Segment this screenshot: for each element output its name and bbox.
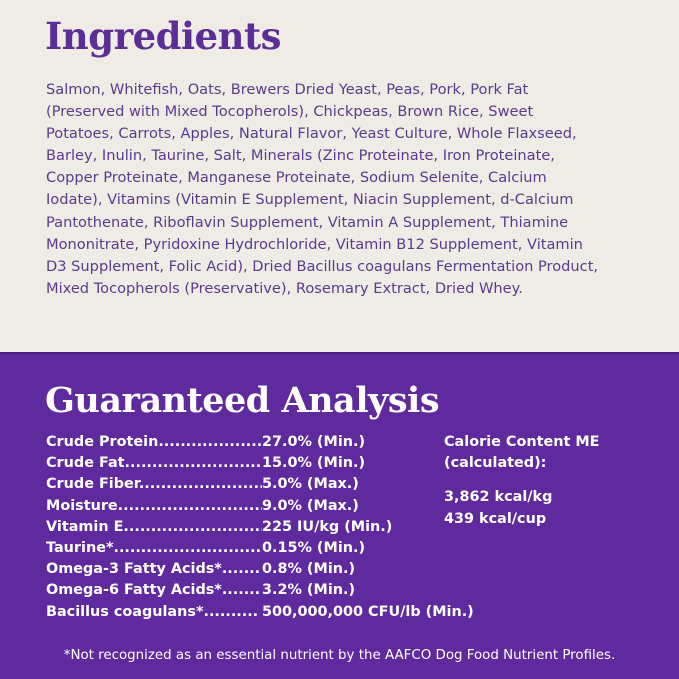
nutrient-value: 500,000,000 CFU/lb (Min.) bbox=[262, 603, 474, 620]
ingredients-line: Barley, Inulin, Taurine, Salt, Minerals … bbox=[46, 147, 555, 165]
analysis-row: Crude Fiber....................... 5.0% (… bbox=[46, 474, 474, 495]
analysis-row: Moisture.............................. 9.… bbox=[46, 496, 474, 517]
nutrient-value: 15.0% (Min.) bbox=[262, 455, 366, 472]
analysis-row: Crude Fat.......................... 15.0%… bbox=[46, 453, 474, 474]
ingredients-line: Salmon, Whitefish, Oats, Brewers Dried Y… bbox=[46, 81, 529, 98]
calorie-content: Calorie Content ME (calculated): 3,862 k… bbox=[444, 432, 600, 530]
nutrient-label: Taurine*............................... bbox=[46, 540, 262, 557]
nutrient-value: 0.8% (Min.) bbox=[262, 561, 356, 578]
ingredients-line: D3 Supplement, Folic Acid), Dried Bacill… bbox=[46, 257, 599, 275]
nutrient-label: Crude Protein................... bbox=[46, 434, 262, 450]
calorie-per-cup: 439 kcal/cup bbox=[444, 510, 547, 527]
nutrient-value: 0.15% (Min.) bbox=[262, 540, 366, 557]
analysis-title: Guaranteed Analysis bbox=[45, 380, 440, 421]
analysis-row: Omega-6 Fatty Acids*....... 3.2% (Min.) bbox=[46, 580, 474, 601]
calorie-label: Calorie Content ME bbox=[444, 434, 600, 450]
analysis-row: Omega-3 Fatty Acids*....... 0.8% (Min.) bbox=[46, 559, 474, 580]
analysis-row: Bacillus coagulans*.......... 500,000,000… bbox=[46, 602, 474, 623]
nutrient-label: Crude Fat.......................... bbox=[46, 455, 262, 472]
analysis-row: Crude Protein................... 27.0% (M… bbox=[46, 432, 474, 453]
ingredients-section: Ingredients Salmon, Whitefish, Oats, Bre… bbox=[0, 0, 679, 352]
nutrient-value: 9.0% (Max.) bbox=[262, 497, 359, 514]
calorie-label-sub: (calculated): bbox=[444, 455, 547, 472]
nutrient-label: Moisture.............................. bbox=[46, 497, 262, 514]
nutrient-label: Crude Fiber....................... bbox=[46, 476, 262, 493]
ingredients-line: Potatoes, Carrots, Apples, Natural Flavo… bbox=[46, 125, 577, 143]
nutrient-value: 225 IU/kg (Min.) bbox=[262, 518, 393, 535]
calorie-per-kg: 3,862 kcal/kg bbox=[444, 489, 553, 506]
ingredients-line: Mixed Tocopherols (Preservative), Rosema… bbox=[46, 279, 523, 297]
analysis-row: Taurine*............................... 0… bbox=[46, 538, 474, 559]
nutrient-label: Vitamin E.......................... bbox=[46, 518, 262, 535]
nutrient-value: 3.2% (Min.) bbox=[262, 582, 356, 599]
ingredients-line: Pantothenate, Riboflavin Supplement, Vit… bbox=[46, 213, 569, 231]
analysis-section: Guaranteed Analysis Crude Protein.......… bbox=[0, 352, 679, 679]
ingredients-list: Salmon, Whitefish, Oats, Brewers Dried Y… bbox=[46, 79, 666, 300]
ingredients-title: Ingredients bbox=[45, 14, 281, 58]
nutrient-label: Omega-3 Fatty Acids*....... bbox=[46, 561, 261, 578]
nutrient-value: 5.0% (Max.) bbox=[262, 476, 359, 493]
nutrient-value: 27.0% (Min.) bbox=[262, 434, 366, 450]
analysis-row: Vitamin E.......................... 225 I… bbox=[46, 517, 474, 538]
ingredients-line: Copper Proteinate, Manganese Proteinate,… bbox=[46, 169, 547, 187]
ingredients-line: Mononitrate, Pyridoxine Hydrochloride, V… bbox=[46, 235, 583, 253]
nutrient-label: Omega-6 Fatty Acids*....... bbox=[46, 582, 261, 599]
nutrient-label: Bacillus coagulans*.......... bbox=[46, 603, 259, 620]
footnote: *Not recognized as an essential nutrient… bbox=[63, 648, 616, 663]
ingredients-line: (Preserved with Mixed Tocopherols), Chic… bbox=[46, 103, 534, 121]
ingredients-line: Iodate), Vitamins (Vitamin E Supplement,… bbox=[46, 191, 574, 209]
analysis-table: Crude Protein................... 27.0% (M… bbox=[46, 432, 474, 623]
